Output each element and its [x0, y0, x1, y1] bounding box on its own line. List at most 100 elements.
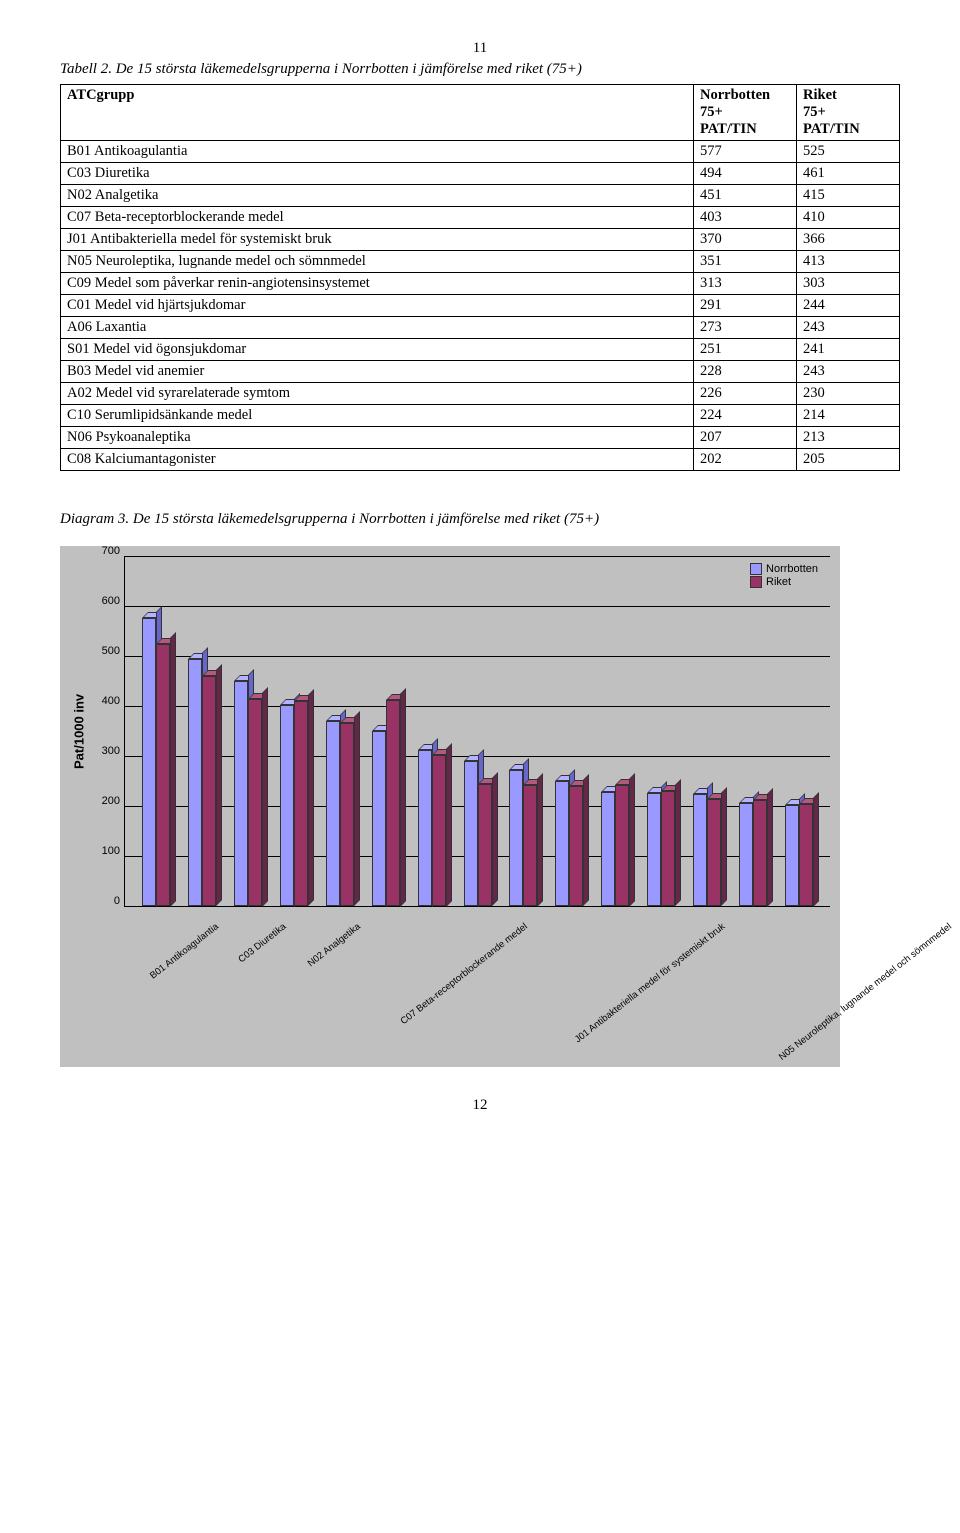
- cell-label: C10 Serumlipidsänkande medel: [61, 405, 694, 427]
- table-row: N05 Neuroleptika, lugnande medel och söm…: [61, 251, 900, 273]
- bar-group: [546, 556, 592, 906]
- cell-norrbotten: 313: [694, 273, 797, 295]
- bar-riket: [478, 784, 492, 906]
- bar-riket: [432, 755, 446, 907]
- bar-norrbotten: [234, 681, 248, 907]
- cell-norrbotten: 226: [694, 383, 797, 405]
- cell-label: B03 Medel vid anemier: [61, 361, 694, 383]
- cell-label: N02 Analgetika: [61, 185, 694, 207]
- cell-label: J01 Antibakteriella medel för systemiskt…: [61, 229, 694, 251]
- bar-group: [776, 556, 822, 906]
- bar-norrbotten: [555, 781, 569, 907]
- cell-riket: 205: [797, 449, 900, 471]
- cell-riket: 230: [797, 383, 900, 405]
- xlabel: J01 Antibakteriella medel för systemiskt…: [573, 915, 821, 1155]
- cell-riket: 461: [797, 163, 900, 185]
- bar-norrbotten: [693, 794, 707, 906]
- table-row: C08 Kalciumantagonister 202 205: [61, 449, 900, 471]
- bar-norrbotten: [785, 805, 799, 906]
- table-row: C07 Beta-receptorblockerande medel 403 4…: [61, 207, 900, 229]
- cell-norrbotten: 370: [694, 229, 797, 251]
- cell-norrbotten: 228: [694, 361, 797, 383]
- bar-group: [455, 556, 501, 906]
- bar-norrbotten: [372, 731, 386, 907]
- cell-label: C01 Medel vid hjärtsjukdomar: [61, 295, 694, 317]
- bar-norrbotten: [509, 770, 523, 907]
- chart-ylabel: Pat/1000 inv: [70, 556, 88, 907]
- cell-norrbotten: 251: [694, 339, 797, 361]
- cell-riket: 413: [797, 251, 900, 273]
- bar-group: [592, 556, 638, 906]
- table-row: B01 Antikoagulantia 577 525: [61, 141, 900, 163]
- bar-riket: [753, 800, 767, 907]
- chart-xlabels: B01 AntikoagulantiaC03 DiuretikaN02 Anal…: [120, 907, 830, 1057]
- table-row: J01 Antibakteriella medel för systemiskt…: [61, 229, 900, 251]
- bar-norrbotten: [326, 721, 340, 906]
- cell-riket: 214: [797, 405, 900, 427]
- bar-group: [501, 556, 547, 906]
- bar-group: [317, 556, 363, 906]
- cell-label: B01 Antikoagulantia: [61, 141, 694, 163]
- bar-group: [638, 556, 684, 906]
- bar-riket: [615, 785, 629, 907]
- cell-label: A02 Medel vid syrarelaterade symtom: [61, 383, 694, 405]
- cell-label: S01 Medel vid ögonsjukdomar: [61, 339, 694, 361]
- bar-riket: [799, 804, 813, 907]
- cell-riket: 525: [797, 141, 900, 163]
- cell-riket: 303: [797, 273, 900, 295]
- bar-riket: [248, 699, 262, 907]
- table-header-row: ATCgrupp Norrbotten 75+ PAT/TIN Riket 75…: [61, 85, 900, 141]
- table-row: C03 Diuretika 494 461: [61, 163, 900, 185]
- cell-label: C09 Medel som påverkar renin-angiotensin…: [61, 273, 694, 295]
- th-norrbotten: Norrbotten 75+ PAT/TIN: [694, 85, 797, 141]
- cell-norrbotten: 351: [694, 251, 797, 273]
- bar-chart: Norrbotten Riket Pat/1000 inv 7006005004…: [60, 546, 840, 1067]
- cell-label: C07 Beta-receptorblockerande medel: [61, 207, 694, 229]
- bar-group: [730, 556, 776, 906]
- table-row: B03 Medel vid anemier 228 243: [61, 361, 900, 383]
- bar-group: [409, 556, 455, 906]
- bar-norrbotten: [464, 761, 478, 907]
- bar-norrbotten: [188, 659, 202, 906]
- bar-group: [179, 556, 225, 906]
- table-row: C10 Serumlipidsänkande medel 224 214: [61, 405, 900, 427]
- table-row: C01 Medel vid hjärtsjukdomar 291 244: [61, 295, 900, 317]
- cell-riket: 243: [797, 361, 900, 383]
- bar-norrbotten: [601, 792, 615, 906]
- bar-riket: [202, 676, 216, 906]
- table-row: N02 Analgetika 451 415: [61, 185, 900, 207]
- cell-norrbotten: 451: [694, 185, 797, 207]
- cell-label: A06 Laxantia: [61, 317, 694, 339]
- bar-group: [271, 556, 317, 906]
- cell-label: C08 Kalciumantagonister: [61, 449, 694, 471]
- legend-item-riket: Riket: [750, 576, 818, 588]
- cell-riket: 243: [797, 317, 900, 339]
- legend-item-norrbotten: Norrbotten: [750, 563, 818, 575]
- cell-norrbotten: 273: [694, 317, 797, 339]
- diagram-3-title: Diagram 3. De 15 största läkemedelsgrupp…: [60, 511, 900, 528]
- bar-riket: [661, 791, 675, 906]
- cell-label: C03 Diuretika: [61, 163, 694, 185]
- bar-norrbotten: [739, 803, 753, 907]
- bar-norrbotten: [142, 618, 156, 907]
- bar-norrbotten: [647, 793, 661, 906]
- cell-norrbotten: 577: [694, 141, 797, 163]
- bar-group: [363, 556, 409, 906]
- cell-riket: 213: [797, 427, 900, 449]
- cell-norrbotten: 291: [694, 295, 797, 317]
- cell-riket: 244: [797, 295, 900, 317]
- cell-riket: 366: [797, 229, 900, 251]
- cell-norrbotten: 494: [694, 163, 797, 185]
- cell-norrbotten: 207: [694, 427, 797, 449]
- th-atcgrupp: ATCgrupp: [61, 85, 694, 141]
- bar-group: [225, 556, 271, 906]
- table-row: A02 Medel vid syrarelaterade symtom 226 …: [61, 383, 900, 405]
- bar-riket: [707, 799, 721, 906]
- table-row: A06 Laxantia 273 243: [61, 317, 900, 339]
- cell-label: N05 Neuroleptika, lugnande medel och söm…: [61, 251, 694, 273]
- bar-riket: [294, 701, 308, 906]
- bar-riket: [340, 723, 354, 906]
- page-number-top: 11: [60, 40, 900, 57]
- table-2: ATCgrupp Norrbotten 75+ PAT/TIN Riket 75…: [60, 84, 900, 471]
- cell-label: N06 Psykoanaleptika: [61, 427, 694, 449]
